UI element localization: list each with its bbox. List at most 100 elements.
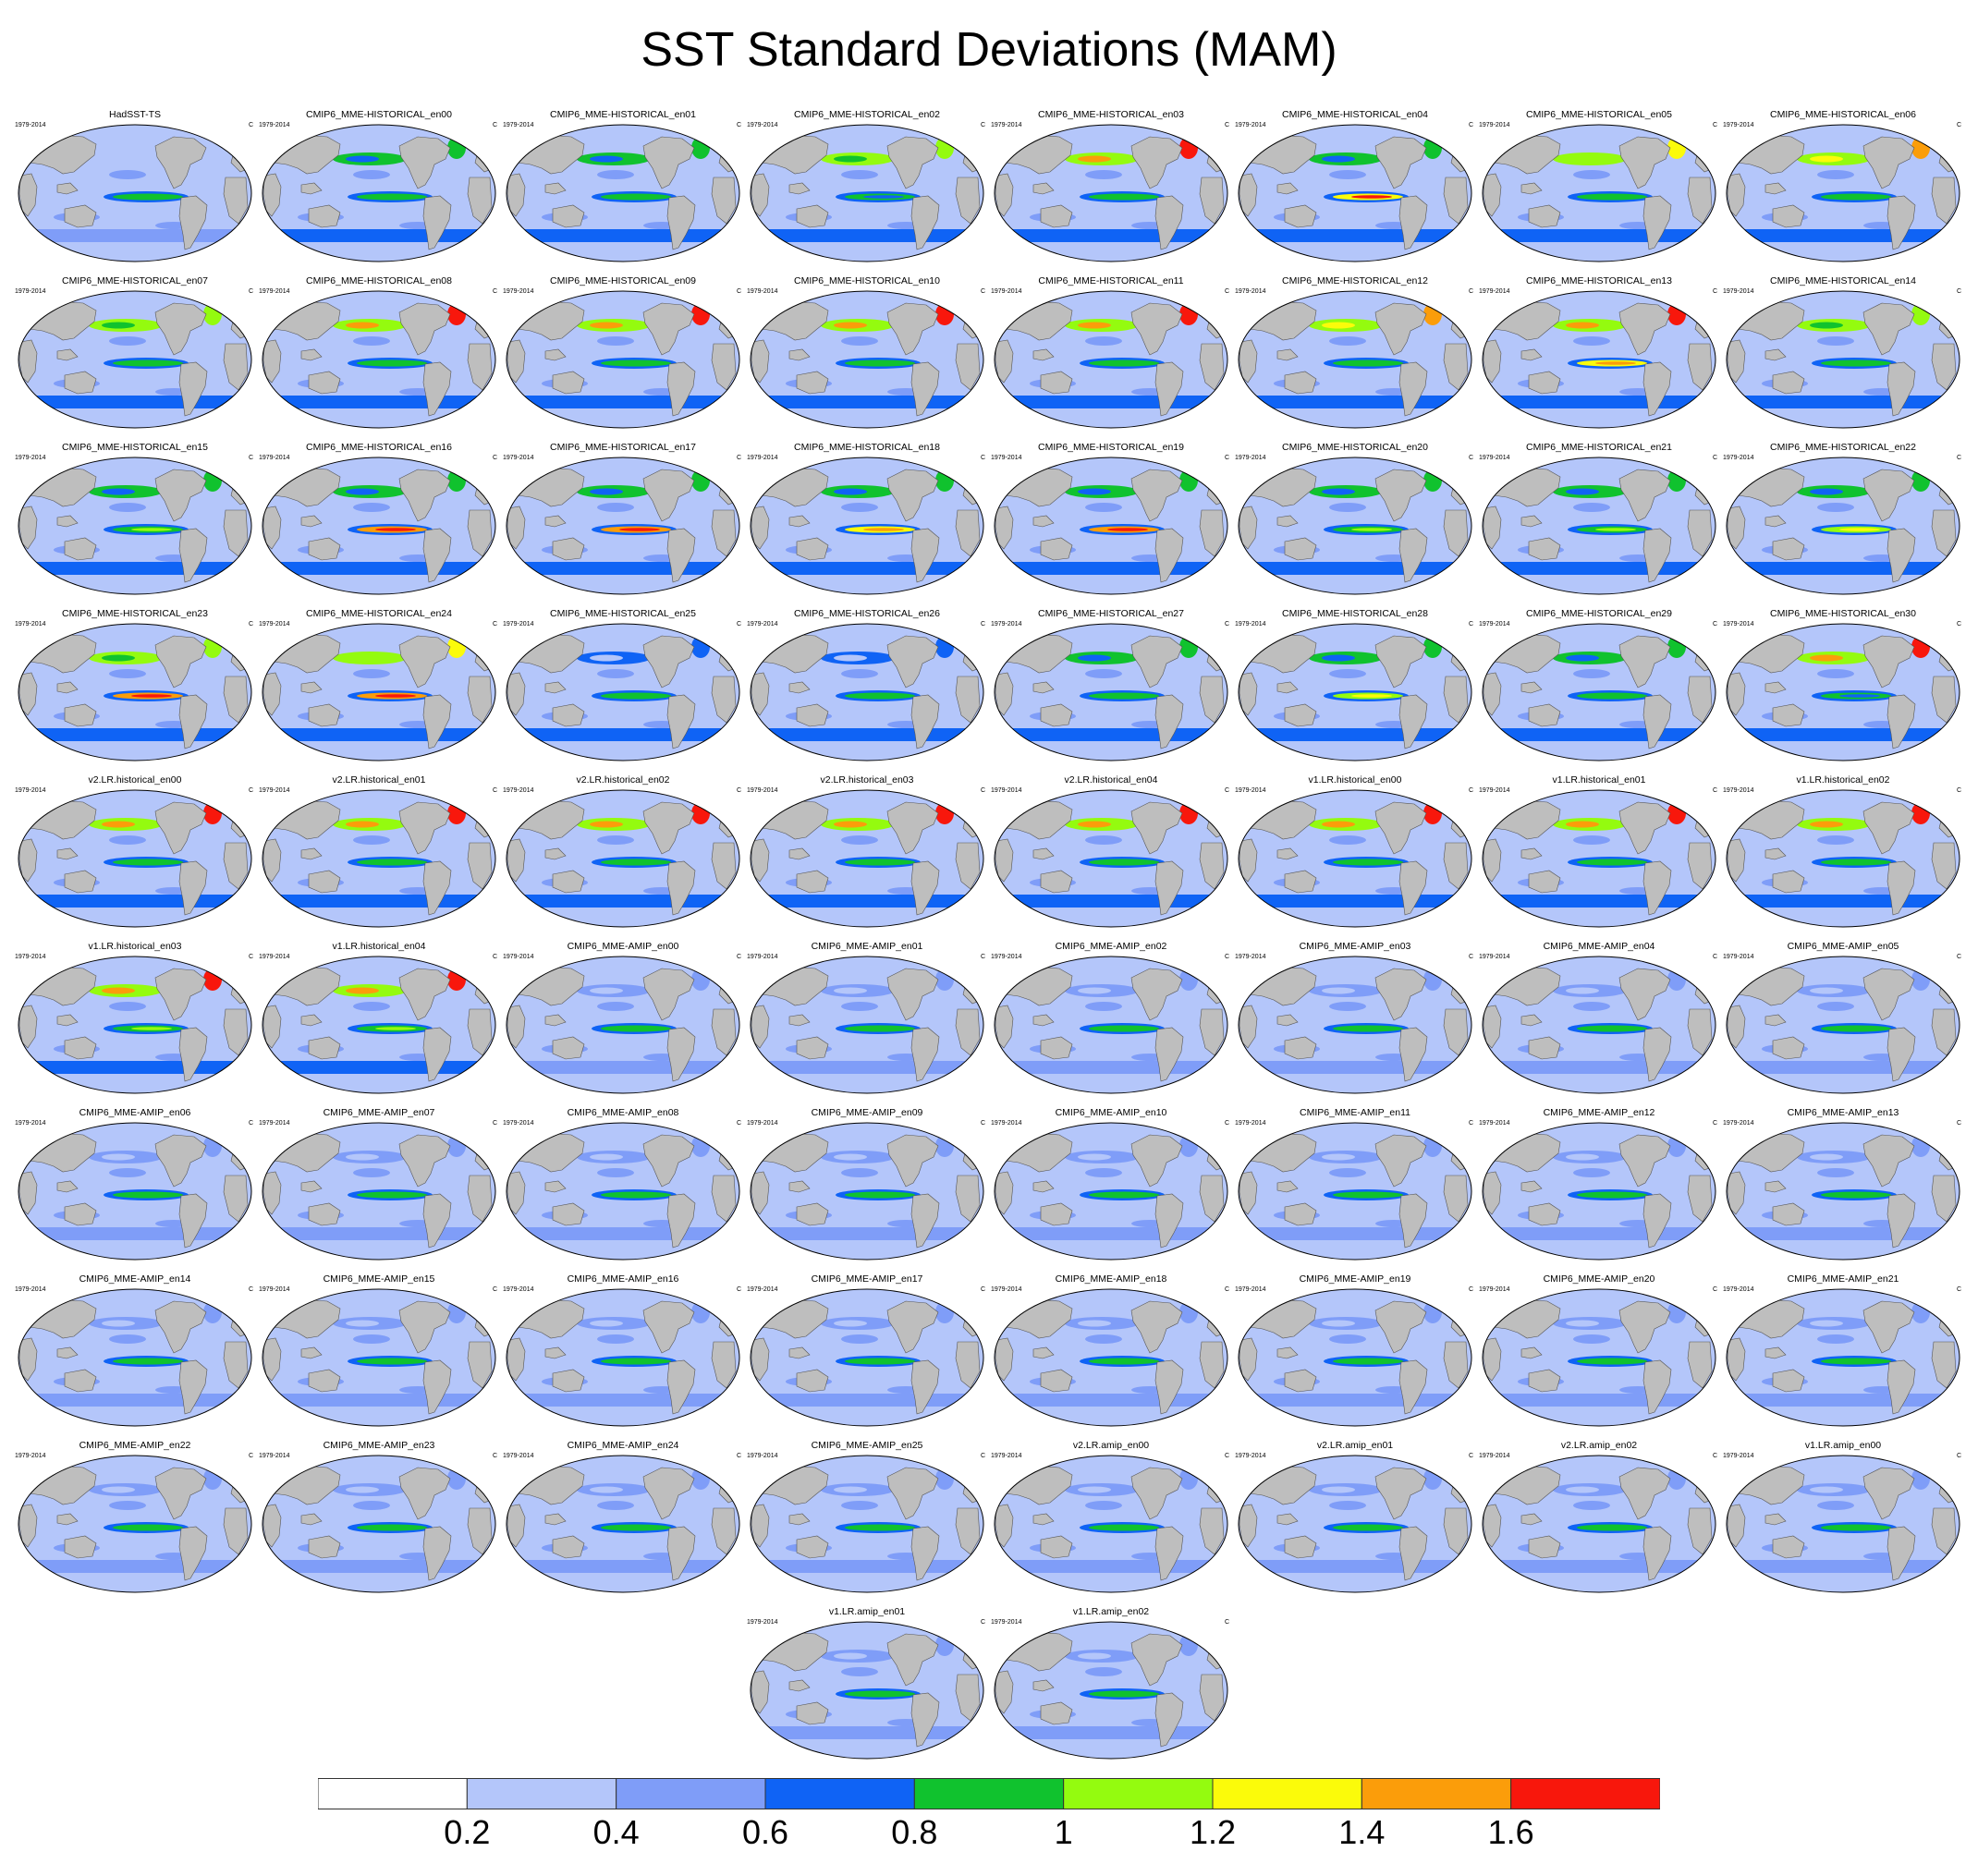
map-panel: v2.LR.historical_en00 1979-2014 C: [13, 774, 257, 933]
map-outline: [18, 956, 252, 1094]
equatorial-pacific-core: [1107, 860, 1148, 864]
panel-title: CMIP6_MME-HISTORICAL_en04: [1282, 109, 1428, 120]
land-mask: [995, 672, 1014, 716]
north-pacific-core: [1078, 1153, 1111, 1161]
equatorial-pacific-core: [131, 860, 172, 864]
land-mask: [178, 1359, 208, 1415]
equatorial-pacific-core: [619, 860, 660, 864]
panel-title: v1.LR.historical_en04: [332, 941, 426, 952]
land-mask: [886, 968, 939, 1021]
map-panel: CMIP6_MME-AMIP_en18 1979-2014 C: [989, 1273, 1233, 1432]
sst-std-map: [1238, 124, 1472, 262]
land-mask: [263, 1171, 282, 1215]
panel-units: C: [1224, 954, 1229, 960]
land-mask: [1276, 681, 1299, 694]
sst-patch: [353, 1168, 390, 1177]
southern-ocean-band: [18, 229, 251, 242]
colorbar-tick-label: 1: [1054, 1813, 1073, 1851]
panel-period: 1979-2014: [503, 1120, 534, 1127]
land-mask: [1284, 1036, 1317, 1060]
map-outline: [1482, 1122, 1716, 1261]
panel-title: v2.LR.historical_en02: [576, 774, 670, 786]
land-mask: [1862, 635, 1915, 688]
southern-ocean-band: [18, 1394, 251, 1407]
north-pacific-core: [590, 155, 623, 163]
north-pacific-core: [590, 488, 623, 495]
land-mask: [263, 672, 282, 716]
panel-title: v2.LR.historical_en01: [332, 774, 426, 786]
land-mask: [300, 681, 323, 694]
sst-std-map: [1482, 457, 1716, 595]
map-outline: [18, 1288, 252, 1427]
panel-title: CMIP6_MME-AMIP_en15: [323, 1273, 435, 1285]
land-mask: [178, 860, 208, 916]
north-pacific-core: [102, 654, 135, 662]
equatorial-pacific-core: [1839, 1027, 1880, 1030]
north-pacific-core: [590, 1486, 623, 1493]
map-outline: [1238, 124, 1472, 262]
land-mask: [552, 371, 585, 395]
map-panel: CMIP6_MME-AMIP_en03 1979-2014 C: [1233, 941, 1477, 1100]
land-mask: [1040, 371, 1073, 395]
panel-title: CMIP6_MME-AMIP_en18: [1055, 1273, 1167, 1285]
panel-period: 1979-2014: [747, 621, 778, 627]
panel-period: 1979-2014: [1479, 1286, 1510, 1293]
panel-title: v1.LR.amip_en02: [1072, 1606, 1150, 1617]
sst-patch: [841, 503, 878, 512]
sst-std-map: [750, 1455, 984, 1593]
sst-std-map: [262, 956, 496, 1094]
panel-units: C: [492, 1286, 497, 1293]
land-mask: [788, 515, 811, 528]
panel-period: 1979-2014: [747, 122, 778, 128]
land-mask: [796, 1369, 829, 1393]
land-mask: [154, 1467, 207, 1520]
land-mask: [1764, 348, 1787, 361]
north-pacific-core: [590, 322, 623, 329]
sst-patch: [1573, 1168, 1610, 1177]
land-mask: [507, 1171, 526, 1215]
panel-period: 1979-2014: [15, 954, 46, 960]
southern-ocean-band: [263, 895, 495, 908]
land-mask: [711, 1507, 737, 1555]
land-mask: [1398, 1027, 1428, 1082]
sst-std-map: [18, 1288, 252, 1427]
panel-title: CMIP6_MME-AMIP_en12: [1543, 1107, 1655, 1118]
land-mask: [398, 302, 451, 356]
land-mask: [64, 1535, 97, 1559]
north-pacific-core: [346, 987, 379, 994]
land-mask: [796, 537, 829, 561]
sst-patch: [1085, 1168, 1122, 1177]
land-mask: [1284, 870, 1317, 894]
land-mask: [1931, 676, 1957, 724]
colorbar-swatch: [1212, 1778, 1362, 1809]
land-mask: [1239, 1504, 1258, 1548]
panel-units: C: [736, 787, 741, 794]
sst-patch: [597, 170, 634, 179]
panel-units: C: [1712, 1286, 1717, 1293]
land-mask: [751, 1337, 770, 1382]
map-panel: CMIP6_MME-AMIP_en23 1979-2014 C: [257, 1440, 501, 1599]
map-outline: [750, 1288, 984, 1427]
panel-period: 1979-2014: [15, 621, 46, 627]
sst-patch: [1329, 170, 1366, 179]
map-panel: CMIP6_MME-HISTORICAL_en23 1979-2014 C: [13, 608, 257, 767]
land-mask: [1772, 1369, 1805, 1393]
panel-title: CMIP6_MME-HISTORICAL_en20: [1282, 442, 1428, 453]
map-panel: CMIP6_MME-HISTORICAL_en22 1979-2014 C: [1721, 442, 1965, 601]
sst-std-map: [1238, 956, 1472, 1094]
southern-ocean-band: [1239, 1061, 1471, 1074]
north-pacific-core: [834, 654, 867, 662]
panel-period: 1979-2014: [503, 288, 534, 295]
land-mask: [1528, 1535, 1561, 1559]
sst-std-map: [1726, 1122, 1960, 1261]
land-mask: [18, 506, 38, 550]
land-mask: [1040, 204, 1073, 228]
land-mask: [1040, 870, 1073, 894]
north-pacific-core: [834, 1652, 867, 1660]
land-mask: [1862, 302, 1915, 356]
north-pacific-core: [834, 1486, 867, 1493]
land-mask: [64, 703, 97, 727]
land-mask: [1154, 1359, 1184, 1415]
land-mask: [1276, 847, 1299, 860]
equatorial-pacific-core: [1839, 1526, 1880, 1529]
